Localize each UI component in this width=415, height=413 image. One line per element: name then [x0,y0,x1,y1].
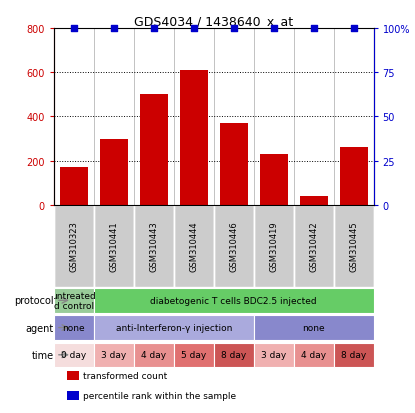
Bar [339,148,368,206]
Text: GSM310445: GSM310445 [349,221,358,271]
Bar [214,206,254,287]
Title: GDS4034 / 1438640_x_at: GDS4034 / 1438640_x_at [134,15,293,28]
Point [190,26,197,32]
Point [71,26,77,32]
Bar [254,206,294,287]
Bar [180,71,208,206]
Text: agent: agent [26,323,54,333]
Bar [54,288,94,313]
Text: 4 day: 4 day [141,351,166,359]
Text: GSM310442: GSM310442 [309,221,318,271]
Text: 8 day: 8 day [221,351,247,359]
Point [310,26,317,32]
Text: 8 day: 8 day [341,351,366,359]
Bar [220,124,248,206]
Bar [254,343,294,367]
Text: GSM310441: GSM310441 [110,221,118,271]
Point [151,26,157,32]
Text: percentile rank within the sample: percentile rank within the sample [83,391,236,400]
Bar [254,316,374,340]
Bar [94,288,374,313]
Text: none: none [63,323,85,332]
Bar [54,316,94,340]
Text: transformed count: transformed count [83,371,167,380]
Point [230,26,237,32]
Text: 5 day: 5 day [181,351,206,359]
Text: GSM310446: GSM310446 [229,221,238,272]
Text: untreated
d control: untreated d control [51,291,96,310]
Point [270,26,277,32]
Bar [140,95,168,206]
Bar [174,206,214,287]
Point [110,26,117,32]
Bar [294,343,334,367]
Text: protocol: protocol [15,296,54,306]
Text: time: time [32,350,54,360]
Text: anti-Interferon-γ injection: anti-Interferon-γ injection [116,323,232,332]
Text: GSM310444: GSM310444 [189,221,198,271]
Text: 0 day: 0 day [61,351,87,359]
Bar [100,139,128,206]
Text: 3 day: 3 day [261,351,286,359]
Bar [300,197,327,206]
Text: 3 day: 3 day [101,351,127,359]
Bar [54,343,94,367]
Text: 4 day: 4 day [301,351,326,359]
Bar [60,168,88,206]
Bar [214,343,254,367]
Point [350,26,357,32]
Bar [94,206,134,287]
Bar [94,316,254,340]
Text: diabetogenic T cells BDC2.5 injected: diabetogenic T cells BDC2.5 injected [150,296,317,305]
Bar [334,206,374,287]
Text: GSM310419: GSM310419 [269,221,278,271]
Bar [260,155,288,206]
Bar [54,206,94,287]
Bar [134,206,174,287]
Text: none: none [302,323,325,332]
Bar [334,343,374,367]
Text: GSM310323: GSM310323 [69,221,78,272]
Text: GSM310443: GSM310443 [149,221,158,272]
Bar [294,206,334,287]
Bar [67,371,79,380]
Bar [174,343,214,367]
Bar [94,343,134,367]
Bar [134,343,174,367]
Bar [67,391,79,400]
